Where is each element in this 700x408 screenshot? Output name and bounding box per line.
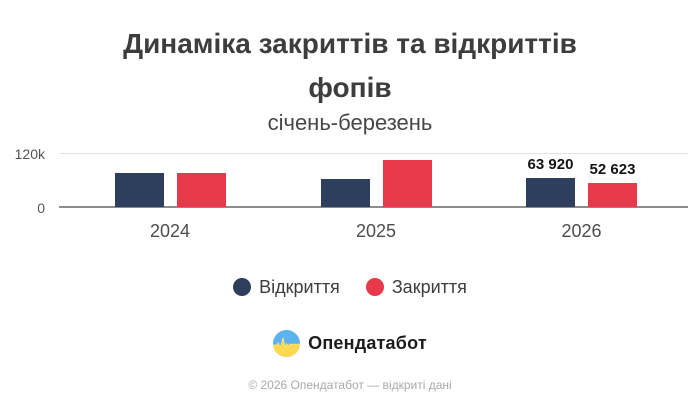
chart-subtitle: січень-березень (267, 110, 433, 135)
gridline-120k (60, 153, 688, 154)
legend-label-closings: Закриття (391, 277, 467, 297)
bar-2024-closings (176, 172, 226, 207)
y-axis-tick-0: 0 (37, 200, 45, 216)
brand-name: Опендатабот (308, 333, 427, 353)
x-axis-label-2024: 2024 (149, 221, 191, 241)
legend-label-openings: Відкриття (259, 277, 340, 297)
legend: Відкриття Закриття (0, 276, 700, 298)
y-axis-tick-120k: 120k (14, 146, 45, 162)
chart-title-text: Динаміка закриттів та відкриттів фопів (123, 28, 577, 103)
bar-value-label-2026-closings: 52 623 (589, 161, 636, 179)
bar-2024-openings (114, 173, 164, 207)
bar-2025-openings (320, 179, 370, 207)
x-axis-label-2026: 2026 (561, 221, 602, 241)
bar-2026-closings (588, 183, 637, 207)
chart-title: Динаміка закриттів та відкриттів фопів (0, 22, 700, 110)
bar-2026-openings (526, 178, 575, 207)
legend-dot-closings-icon (365, 278, 384, 296)
legend-item-closings: Закриття (365, 276, 467, 298)
bar-2025-closings (382, 159, 432, 207)
legend-dot-openings-icon (233, 278, 252, 296)
x-axis-label-2025: 2025 (355, 221, 397, 241)
opendatabot-logo-pulse-circle-icon (273, 330, 301, 357)
x-axis-line (59, 206, 688, 208)
legend-item-openings: Відкриття (233, 276, 340, 298)
brand-lockup: Опендатабот (0, 330, 700, 357)
bar-value-label-2026-openings: 63 920 (527, 156, 574, 174)
footer-credit: © 2026 Опендатабот — відкриті дані (248, 378, 452, 392)
